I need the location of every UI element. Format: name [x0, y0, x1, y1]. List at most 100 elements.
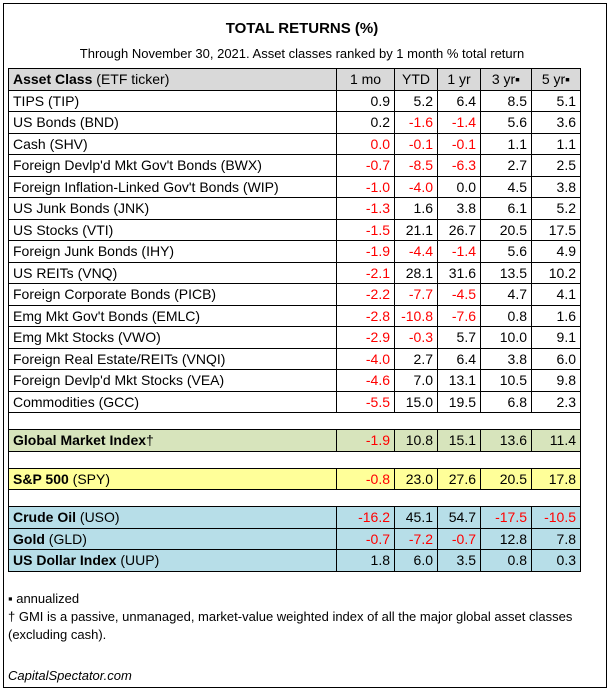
- value-yr3: 4.5: [480, 175, 532, 198]
- value-yr1: -1.4: [437, 111, 481, 134]
- value-mo1: -0.8: [336, 467, 395, 490]
- asset-name: Emg Mkt Stocks (VWO): [8, 326, 337, 349]
- page-title: TOTAL RETURNS (%): [225, 20, 379, 37]
- asset-name: Crude Oil (USO): [8, 506, 337, 529]
- value-mo1: -4.0: [336, 347, 395, 370]
- value-yr5: 9.1: [531, 326, 581, 349]
- asset-name: Cash (SHV): [8, 132, 337, 155]
- table-row: Foreign Devlp'd Mkt Gov't Bonds (BWX) -0.…: [8, 154, 581, 177]
- table-row: Foreign Inflation-Linked Gov't Bonds (WI…: [8, 175, 581, 198]
- table-row: Emg Mkt Stocks (VWO) -2.9 -0.3 5.7 10.0 9.1: [8, 326, 581, 349]
- value-yr1: -4.5: [437, 283, 481, 306]
- table-row: Foreign Devlp'd Mkt Stocks (VEA) -4.6 7.0 1…: [8, 369, 581, 392]
- asset-name-ticker: (UUP): [116, 552, 160, 569]
- value-ytd: -7.7: [394, 283, 438, 306]
- value-yr5: 3.6: [531, 111, 581, 134]
- returns-table: Asset Class (ETF ticker) 1 mo YTD 1 yr 3…: [8, 68, 581, 572]
- asset-name: TIPS (TIP): [8, 89, 337, 112]
- value-yr5: 5.1: [531, 89, 581, 112]
- asset-name-ticker: (GLD): [44, 530, 87, 547]
- value-yr1: -7.6: [437, 304, 481, 327]
- table-row: Emg Mkt Gov't Bonds (EMLC) -2.8 -10.8 -7.6 0…: [8, 304, 581, 327]
- value-mo1: -2.2: [336, 283, 395, 306]
- value-yr5: 11.4: [531, 429, 581, 452]
- value-yr3: 13.6: [480, 429, 532, 452]
- asset-name: Foreign Corporate Bonds (PICB): [8, 283, 337, 306]
- col-header-ytd: YTD: [394, 68, 438, 91]
- asset-name: Global Market Index†: [8, 429, 337, 452]
- value-yr3: 10.5: [480, 369, 532, 392]
- value-ytd: -7.2: [394, 527, 438, 550]
- value-yr3: 6.8: [480, 390, 532, 413]
- asset-name-bold: S&P 500: [13, 470, 69, 487]
- asset-name-ticker: (SPY): [68, 470, 111, 487]
- value-ytd: 23.0: [394, 467, 438, 490]
- value-ytd: -8.5: [394, 154, 438, 177]
- value-yr5: 1.1: [531, 132, 581, 155]
- source-credit: CapitalSpectator.com: [8, 668, 132, 683]
- value-yr3: 3.8: [480, 347, 532, 370]
- value-mo1: -1.5: [336, 218, 395, 241]
- value-mo1: -2.8: [336, 304, 395, 327]
- value-yr1: -0.7: [437, 527, 481, 550]
- value-yr3: 8.5: [480, 89, 532, 112]
- value-mo1: -2.1: [336, 261, 395, 284]
- value-yr5: 3.8: [531, 175, 581, 198]
- value-yr5: 9.8: [531, 369, 581, 392]
- value-yr3: 0.8: [480, 304, 532, 327]
- value-ytd: 1.6: [394, 197, 438, 220]
- value-ytd: 5.2: [394, 89, 438, 112]
- spacer-row: [8, 489, 581, 507]
- value-yr5: -10.5: [531, 506, 581, 529]
- value-mo1: -2.9: [336, 326, 395, 349]
- value-yr1: -0.1: [437, 132, 481, 155]
- value-yr1: 31.6: [437, 261, 481, 284]
- asset-name: US Bonds (BND): [8, 111, 337, 134]
- asset-name-ticker: (USO): [76, 509, 120, 526]
- value-mo1: -1.9: [336, 429, 395, 452]
- table-row: US Bonds (BND) 0.2 -1.6 -1.4 5.6 3.6: [8, 111, 581, 134]
- value-ytd: 7.0: [394, 369, 438, 392]
- asset-name: Foreign Inflation-Linked Gov't Bonds (WI…: [8, 175, 337, 198]
- value-mo1: -0.7: [336, 154, 395, 177]
- value-yr1: -1.4: [437, 240, 481, 263]
- value-yr5: 17.5: [531, 218, 581, 241]
- value-mo1: -1.3: [336, 197, 395, 220]
- footnotes: ▪ annualized † GMI is a passive, unmanag…: [8, 590, 598, 644]
- value-yr3: 10.0: [480, 326, 532, 349]
- sp500-row: S&P 500 (SPY) -0.8 23.0 27.6 20.5 17.8: [8, 467, 581, 490]
- value-yr1: 0.0: [437, 175, 481, 198]
- value-yr3: 20.5: [480, 467, 532, 490]
- value-ytd: -0.3: [394, 326, 438, 349]
- value-mo1: -1.9: [336, 240, 395, 263]
- value-yr1: 13.1: [437, 369, 481, 392]
- value-yr5: 5.2: [531, 197, 581, 220]
- value-ytd: -10.8: [394, 304, 438, 327]
- asset-name: S&P 500 (SPY): [8, 467, 337, 490]
- asset-name: Emg Mkt Gov't Bonds (EMLC): [8, 304, 337, 327]
- spacer-row: [8, 412, 581, 430]
- value-yr3: 13.5: [480, 261, 532, 284]
- table-row: US Junk Bonds (JNK) -1.3 1.6 3.8 6.1 5.2: [8, 197, 581, 220]
- value-ytd: 21.1: [394, 218, 438, 241]
- table-row: Foreign Junk Bonds (IHY) -1.9 -4.4 -1.4 5.6 4…: [8, 240, 581, 263]
- value-mo1: 0.2: [336, 111, 395, 134]
- value-yr5: 2.3: [531, 390, 581, 413]
- value-mo1: -0.7: [336, 527, 395, 550]
- commodity-row: Gold (GLD) -0.7 -7.2 -0.7 12.8 7.8: [8, 527, 581, 550]
- value-mo1: -4.6: [336, 369, 395, 392]
- value-yr3: 5.6: [480, 240, 532, 263]
- asset-name: US Junk Bonds (JNK): [8, 197, 337, 220]
- asset-name: Foreign Junk Bonds (IHY): [8, 240, 337, 263]
- value-mo1: -5.5: [336, 390, 395, 413]
- value-yr1: -6.3: [437, 154, 481, 177]
- table-row: Cash (SHV) 0.0 -0.1 -0.1 1.1 1.1: [8, 132, 581, 155]
- col-header-asset-class: Asset Class (ETF ticker): [8, 68, 337, 91]
- asset-name: Commodities (GCC): [8, 390, 337, 413]
- value-yr1: 54.7: [437, 506, 481, 529]
- asset-name: Foreign Real Estate/REITs (VNQI): [8, 347, 337, 370]
- col-header-5yr: 5 yr▪: [531, 68, 581, 91]
- value-mo1: 1.8: [336, 549, 395, 572]
- value-ytd: 45.1: [394, 506, 438, 529]
- value-yr5: 1.6: [531, 304, 581, 327]
